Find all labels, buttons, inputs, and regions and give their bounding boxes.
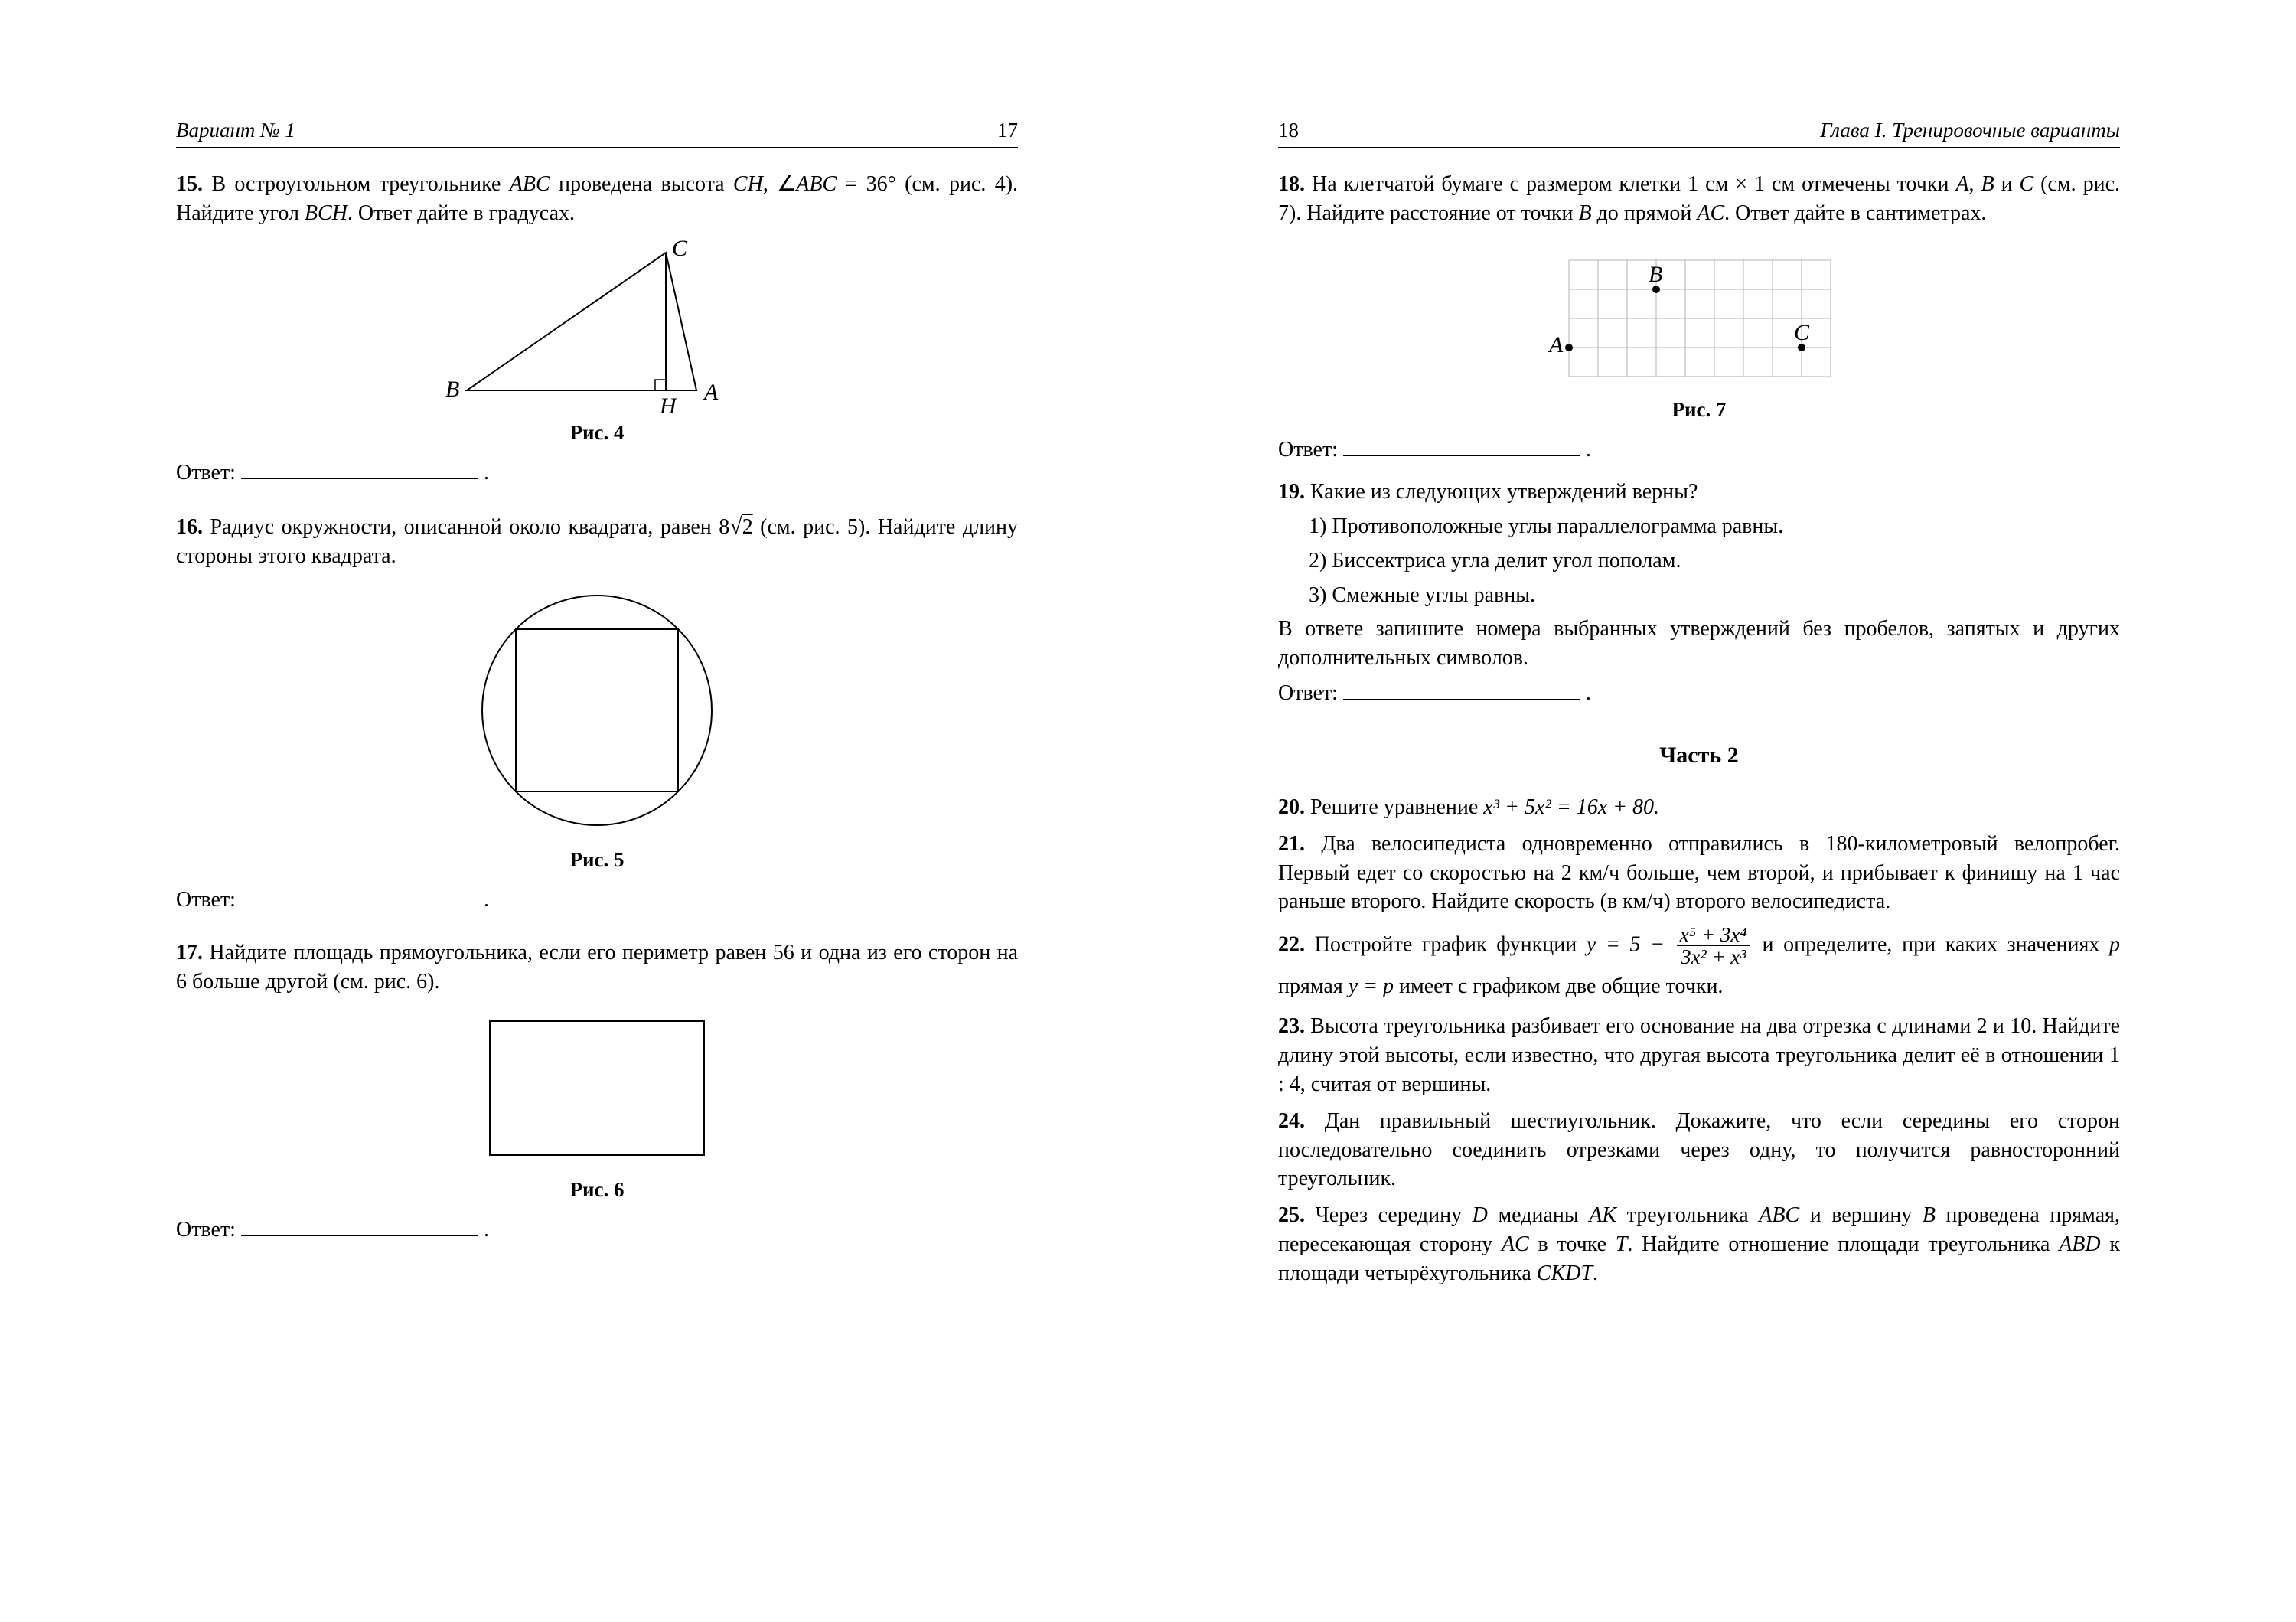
problem-num: 20. <box>1278 795 1305 819</box>
problem-18: 18. На клетчатой бумаге с размером клетк… <box>1278 170 2120 228</box>
svg-text:B: B <box>1649 262 1662 287</box>
math-bch: BCH <box>305 201 347 225</box>
answer-blank[interactable] <box>241 460 478 479</box>
figure-6: Рис. 6 <box>176 1006 1018 1202</box>
problem-17: 17. Найдите площадь прямоугольника, если… <box>176 938 1018 997</box>
problem-num: 23. <box>1278 1014 1305 1038</box>
problem-num: 17. <box>176 941 203 964</box>
text: Дан правильный шестиугольник. Докажите, … <box>1278 1109 2120 1191</box>
problem-num: 21. <box>1278 832 1305 856</box>
math-abc2: ABC <box>796 172 837 196</box>
problem-20: 20. Решите уравнение x³ + 5x² = 16x + 80… <box>1278 793 2120 822</box>
answer-label: Ответ: <box>176 1218 236 1242</box>
problem-19: 19. Какие из следующих утверждений верны… <box>1278 478 2120 507</box>
problem-num: 19. <box>1278 480 1305 504</box>
text: На клетчатой бумаге с размером клетки 1 … <box>1312 172 1955 196</box>
part-2-title: Часть 2 <box>1278 742 2120 769</box>
svg-text:C: C <box>1794 320 1810 345</box>
text: Какие из следующих утверждений верны? <box>1310 480 1698 504</box>
answer-blank[interactable] <box>1343 680 1580 700</box>
text: Высота треугольника разбивает его основа… <box>1278 1014 2120 1096</box>
problem-num: 18. <box>1278 172 1305 196</box>
frac-den: 3x² + x³ <box>1677 946 1750 968</box>
text: Найдите площадь прямоугольника, если его… <box>176 941 1018 994</box>
text: , <box>763 172 777 196</box>
svg-text:A: A <box>1548 332 1564 357</box>
problem-num: 25. <box>1278 1203 1305 1227</box>
answer-label: Ответ: <box>176 461 236 485</box>
angle: ∠ <box>777 172 796 196</box>
header-left: Вариант № 1 17 <box>176 119 1018 148</box>
problem-24: 24. Дан правильный шестиугольник. Докажи… <box>1278 1107 2120 1193</box>
figure-7-caption: Рис. 7 <box>1278 398 2120 422</box>
answer-18: Ответ: . <box>1278 437 2120 462</box>
sqrt2: 2 <box>742 515 753 539</box>
svg-text:A: A <box>703 380 719 405</box>
text: и определите, при каких значениях <box>1753 932 2109 956</box>
problem-num: 15. <box>176 172 203 196</box>
statement-2: 2) Биссектриса угла делит угол пополам. <box>1309 546 2120 576</box>
answer-19: Ответ: . <box>1278 680 2120 706</box>
text: Постройте график функции <box>1315 932 1587 956</box>
figure-5-caption: Рис. 5 <box>176 848 1018 872</box>
svg-triangle: B A C H <box>444 237 750 413</box>
statement-1: 1) Противоположные углы параллелограмма … <box>1309 511 2120 541</box>
problem-15: 15. В остроугольном треугольнике ABC про… <box>176 170 1018 228</box>
problem-21: 21. Два велосипедиста одновременно отпра… <box>1278 830 2120 916</box>
problem-16: 16. Радиус окружности, описанной около к… <box>176 511 1018 571</box>
figure-4: B A C H Рис. 4 <box>176 237 1018 445</box>
answer-label: Ответ: <box>176 888 236 912</box>
problem-num: 16. <box>176 515 203 539</box>
problem-19-tail: В ответе запишите номера выбранных утвер… <box>1278 615 2120 673</box>
svg-rectangle <box>467 1006 727 1170</box>
figure-4-caption: Рис. 4 <box>176 421 1018 445</box>
page-number-left: 17 <box>997 119 1018 142</box>
svg-circle-square <box>467 580 727 840</box>
figure-6-caption: Рис. 6 <box>176 1178 1018 1202</box>
svg-text:C: C <box>672 237 688 261</box>
fraction: x⁵ + 3x⁴3x² + x³ <box>1677 924 1750 968</box>
svg-text:H: H <box>659 393 678 413</box>
answer-17: Ответ: . <box>176 1217 1018 1242</box>
figure-7: A B C Рис. 7 <box>1278 237 2120 422</box>
answer-blank[interactable] <box>1343 437 1580 456</box>
math-ch: CH <box>733 172 763 196</box>
chapter-label: Глава I. Тренировочные варианты <box>1820 119 2120 142</box>
equation: x³ + 5x² = 16x + 80. <box>1483 795 1659 819</box>
answer-15: Ответ: . <box>176 460 1018 485</box>
text: Решите уравнение <box>1310 795 1483 819</box>
answer-label: Ответ: <box>1278 681 1338 705</box>
problem-22: 22. Постройте график функции y = 5 − x⁵ … <box>1278 924 2120 1004</box>
text: В остроугольном треугольнике <box>211 172 509 196</box>
svg-text:B: B <box>445 377 459 402</box>
answer-label: Ответ: <box>1278 438 1338 462</box>
figure-5: Рис. 5 <box>176 580 1018 872</box>
math-abc: ABC <box>510 172 550 196</box>
frac-num: x⁵ + 3x⁴ <box>1677 924 1750 946</box>
problem-25: 25. Через середину D медианы AK треуголь… <box>1278 1201 2120 1287</box>
answer-16: Ответ: . <box>176 887 1018 912</box>
problem-num: 24. <box>1278 1109 1305 1133</box>
statement-3: 3) Смежные углы равны. <box>1309 580 2120 610</box>
page-right: 18 Глава I. Тренировочные варианты 18. Н… <box>1148 0 2296 1622</box>
svg-grid: A B C <box>1546 237 1852 390</box>
page-number-right: 18 <box>1278 119 1299 142</box>
text: проведена высота <box>550 172 733 196</box>
header-right: 18 Глава I. Тренировочные варианты <box>1278 119 2120 148</box>
variant-label: Вариант № 1 <box>176 119 295 142</box>
text: . Ответ дайте в градусах. <box>347 201 575 225</box>
answer-blank[interactable] <box>241 887 478 906</box>
problem-num: 22. <box>1278 932 1305 956</box>
y-eq: y = 5 − <box>1587 932 1675 956</box>
text: Два велосипедиста одновременно отправили… <box>1278 832 2120 914</box>
answer-blank[interactable] <box>241 1217 478 1236</box>
page-left: Вариант № 1 17 15. В остроугольном треуг… <box>0 0 1148 1622</box>
text: Радиус окружности, описанной около квадр… <box>210 515 729 539</box>
problem-23: 23. Высота треугольника разбивает его ос… <box>1278 1012 2120 1098</box>
